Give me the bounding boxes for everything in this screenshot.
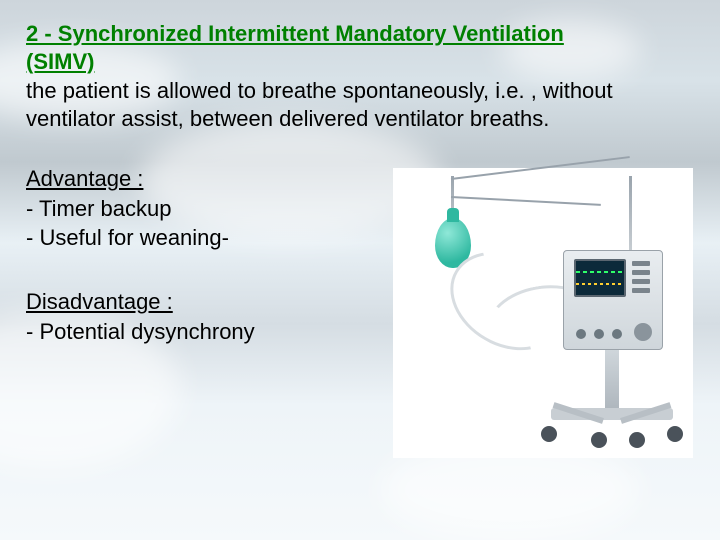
slide-description: the patient is allowed to breathe sponta… — [26, 77, 694, 132]
dial-icon — [634, 323, 652, 341]
wheel-icon — [541, 426, 557, 442]
slide-content: 2 - Synchronized Intermittent Mandatory … — [0, 0, 720, 540]
wheel-icon — [591, 432, 607, 448]
support-arm — [451, 196, 601, 206]
text-column: Advantage : - Timer backup - Useful for … — [26, 164, 376, 458]
knob-icon — [612, 329, 622, 339]
advantage-block: Advantage : - Timer backup - Useful for … — [26, 164, 376, 253]
waveform-icon — [576, 283, 624, 285]
slide-title: 2 - Synchronized Intermittent Mandatory … — [26, 20, 694, 75]
knob-icon — [576, 329, 586, 339]
advantage-label: Advantage : — [26, 166, 143, 191]
disadvantage-block: Disadvantage : - Potential dysynchrony — [26, 287, 376, 346]
disadvantage-item: - Potential dysynchrony — [26, 317, 376, 347]
knob-icon — [594, 329, 604, 339]
wheel-icon — [629, 432, 645, 448]
disadvantage-label: Disadvantage : — [26, 289, 173, 314]
columns: Advantage : - Timer backup - Useful for … — [26, 164, 694, 458]
advantage-item: - Timer backup — [26, 194, 376, 224]
cart-post — [605, 350, 619, 410]
ventilator-screen — [574, 259, 626, 297]
advantage-item: - Useful for weaning- — [26, 223, 376, 253]
control-buttons — [632, 261, 654, 297]
title-line-1: 2 - Synchronized Intermittent Mandatory … — [26, 21, 564, 46]
title-line-2: (SIMV) — [26, 48, 694, 76]
ventilator-illustration — [393, 168, 693, 458]
image-column — [392, 164, 694, 458]
iv-stand-right — [629, 176, 632, 254]
waveform-icon — [576, 271, 624, 273]
wheel-icon — [667, 426, 683, 442]
ventilator-unit — [563, 250, 663, 350]
support-arm — [451, 156, 630, 180]
